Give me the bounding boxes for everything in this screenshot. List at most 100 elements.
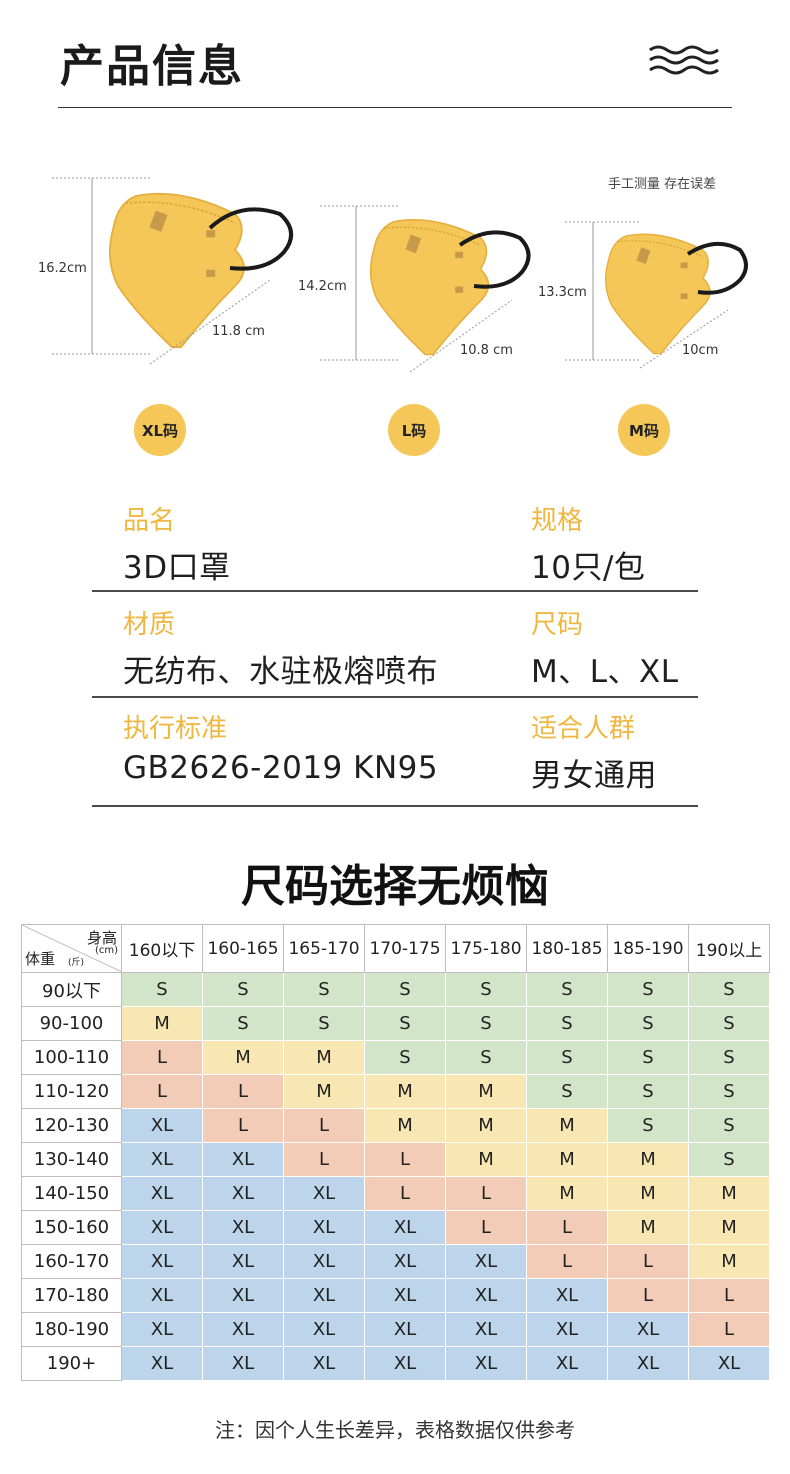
size-cell: XL (121, 1244, 203, 1279)
size-cell: XL (364, 1244, 446, 1279)
size-cell: XL (121, 1142, 203, 1177)
size-cell: XL (121, 1108, 203, 1143)
corner-height-unit: (cm) (94, 945, 118, 956)
size-cell: L (688, 1278, 770, 1313)
info-value-name: 3D口罩 (123, 550, 231, 586)
l-height-label: 14.2cm (298, 279, 347, 294)
table-row: 90以下 S S S S S S S S (21, 972, 770, 1007)
info-label-standard: 执行标准 (123, 714, 228, 744)
size-cell: M (283, 1040, 365, 1075)
size-cell: L (526, 1210, 608, 1245)
header-divider (58, 107, 732, 108)
weight-row-header: 110-120 (21, 1074, 122, 1109)
size-cell: S (688, 1006, 770, 1041)
l-width-label: 10.8 cm (460, 343, 513, 358)
weight-row-header: 150-160 (21, 1210, 122, 1245)
size-cell: S (688, 1142, 770, 1177)
size-cell: XL (202, 1244, 284, 1279)
height-column-header: 170-175 (364, 924, 446, 973)
weight-row-header: 120-130 (21, 1108, 122, 1143)
size-cell: M (364, 1074, 446, 1109)
table-row: 190+ XL XL XL XL XL XL XL XL (21, 1346, 770, 1381)
size-cell: XL (607, 1346, 689, 1381)
info-label-name: 品名 (123, 506, 176, 536)
m-width-label: 10cm (682, 343, 718, 358)
table-row: 170-180 XL XL XL XL XL XL L L (21, 1278, 770, 1313)
size-cell: XL (364, 1312, 446, 1347)
size-cell: M (526, 1108, 608, 1143)
table-row: 180-190 XL XL XL XL XL XL XL L (21, 1312, 770, 1347)
size-cell: S (607, 1108, 689, 1143)
size-cell: XL (202, 1176, 284, 1211)
size-cell: S (445, 1006, 527, 1041)
size-cell: M (283, 1074, 365, 1109)
size-cell: XL (283, 1210, 365, 1245)
info-divider (92, 805, 698, 807)
size-section-title: 尺码选择无烦恼 (241, 861, 549, 912)
size-cell: XL (445, 1312, 527, 1347)
size-cell: XL (121, 1176, 203, 1211)
size-cell: S (607, 1074, 689, 1109)
size-cell: M (607, 1142, 689, 1177)
size-cell: XL (121, 1312, 203, 1347)
size-cell: S (607, 1040, 689, 1075)
size-cell: S (202, 972, 284, 1007)
size-cell: S (202, 1006, 284, 1041)
size-cell: M (202, 1040, 284, 1075)
weight-row-header: 130-140 (21, 1142, 122, 1177)
table-header-row: 身高 (cm) 体重 (斤) 160以下 160-165 165-170 170-17… (21, 924, 770, 973)
size-cell: M (121, 1006, 203, 1041)
size-cell: L (202, 1074, 284, 1109)
size-cell: L (364, 1142, 446, 1177)
size-cell: L (121, 1074, 203, 1109)
footnote: 注：因个人生长差异，表格数据仅供参考 (215, 1418, 575, 1442)
size-cell: L (121, 1040, 203, 1075)
size-cell: L (688, 1312, 770, 1347)
size-cell: S (526, 972, 608, 1007)
size-cell: XL (283, 1346, 365, 1381)
menu-waves-icon[interactable] (648, 44, 720, 76)
size-cell: M (526, 1176, 608, 1211)
size-cell: L (526, 1244, 608, 1279)
table-row: 160-170 XL XL XL XL XL L L M (21, 1244, 770, 1279)
size-cell: M (688, 1210, 770, 1245)
weight-row-header: 170-180 (21, 1278, 122, 1313)
size-cell: XL (526, 1346, 608, 1381)
info-value-size: M、L、XL (531, 654, 679, 690)
page-title: 产品信息 (60, 41, 244, 92)
size-cell: M (688, 1244, 770, 1279)
info-divider (92, 590, 698, 592)
size-cell: XL (364, 1278, 446, 1313)
weight-row-header: 180-190 (21, 1312, 122, 1347)
size-cell: L (283, 1142, 365, 1177)
size-cell: XL (202, 1312, 284, 1347)
size-cell: S (364, 1040, 446, 1075)
size-cell: S (283, 972, 365, 1007)
info-label-audience: 适合人群 (531, 714, 636, 744)
size-cell: M (526, 1142, 608, 1177)
height-column-header: 165-170 (283, 924, 365, 973)
size-cell: XL (121, 1278, 203, 1313)
size-cell: XL (688, 1346, 770, 1381)
size-cell: L (445, 1176, 527, 1211)
height-column-header: 180-185 (526, 924, 608, 973)
size-cell: XL (121, 1346, 203, 1381)
size-cell: M (607, 1176, 689, 1211)
table-row: 150-160 XL XL XL XL L L M M (21, 1210, 770, 1245)
info-value-audience: 男女通用 (531, 758, 657, 794)
mask-illustrations: 16.2cm 11.8 cm 14.2cm 10.8 cm 13.3cm 10c… (38, 177, 748, 373)
size-badge-m: M码 (618, 404, 670, 456)
size-cell: M (445, 1108, 527, 1143)
table-corner-cell: 身高 (cm) 体重 (斤) (21, 924, 122, 973)
size-cell: XL (202, 1346, 284, 1381)
size-cell: XL (283, 1278, 365, 1313)
size-cell: XL (364, 1210, 446, 1245)
weight-row-header: 160-170 (21, 1244, 122, 1279)
size-cell: S (445, 972, 527, 1007)
table-row: 90-100 M S S S S S S S (21, 1006, 770, 1041)
height-column-header: 190以上 (688, 924, 770, 973)
size-cell: XL (283, 1176, 365, 1211)
size-cell: S (526, 1040, 608, 1075)
size-cell: XL (526, 1278, 608, 1313)
size-cell: S (607, 1006, 689, 1041)
